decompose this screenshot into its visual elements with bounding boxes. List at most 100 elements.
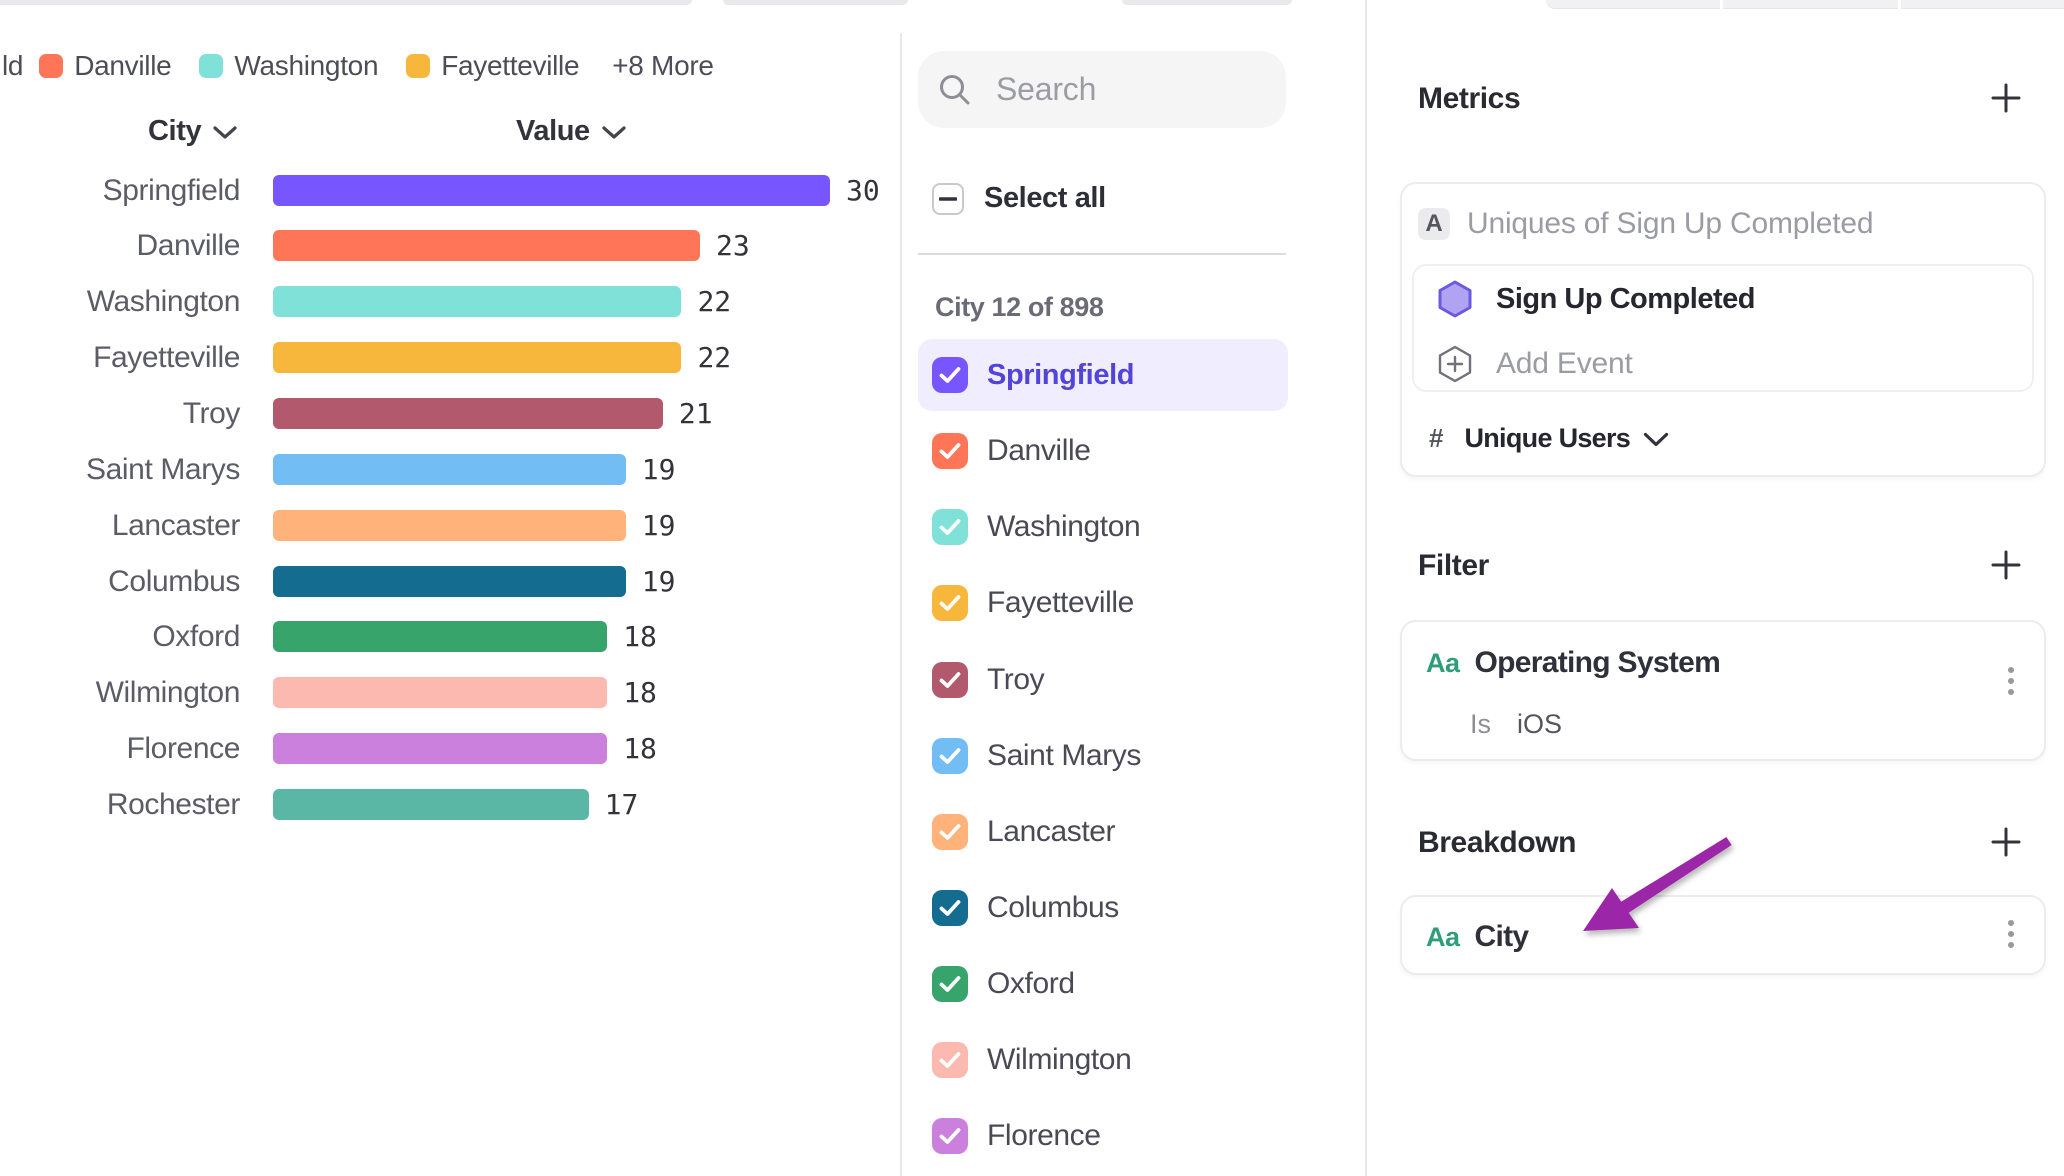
bar-value-label: 19 xyxy=(641,508,676,542)
chevron-down-icon xyxy=(1644,432,1669,447)
bar[interactable] xyxy=(273,342,682,374)
add-metric-button[interactable] xyxy=(1991,83,2021,113)
bar[interactable] xyxy=(273,509,626,541)
bar[interactable] xyxy=(273,733,608,765)
bar-value-label: 19 xyxy=(641,452,676,486)
select-all-checkbox-indeterminate[interactable] xyxy=(932,182,964,215)
measure-selector[interactable]: # Unique Users xyxy=(1429,421,1669,455)
city-label: Lancaster xyxy=(987,814,1116,848)
legend-item-truncated[interactable]: ld xyxy=(2,50,24,81)
bar[interactable] xyxy=(273,230,701,262)
breakdown-card[interactable]: Aa City xyxy=(1400,895,2046,975)
bar[interactable] xyxy=(273,565,626,597)
bar-value-label: 23 xyxy=(716,229,750,263)
add-filter-button[interactable] xyxy=(1991,550,2021,580)
bar[interactable] xyxy=(273,286,682,318)
check-icon xyxy=(939,671,961,688)
filter-property-row[interactable]: Aa Operating System xyxy=(1426,644,1721,682)
city-checkbox[interactable] xyxy=(932,509,968,546)
check-icon xyxy=(939,823,961,840)
list-item[interactable]: Wilmington xyxy=(918,1024,1288,1096)
list-item[interactable]: Lancaster xyxy=(918,796,1288,868)
metric-summary-label: Uniques of Sign Up Completed xyxy=(1467,207,1874,240)
city-checkbox[interactable] xyxy=(932,433,968,470)
metrics-heading: Metrics xyxy=(1418,82,1521,115)
segment-divider xyxy=(1898,0,1901,9)
event-row[interactable]: Sign Up Completed xyxy=(1436,280,1755,318)
city-checkbox[interactable] xyxy=(932,813,968,850)
legend-label: Danville xyxy=(74,50,172,81)
filter-heading: Filter xyxy=(1418,549,1489,582)
bar[interactable] xyxy=(273,788,589,820)
bar[interactable] xyxy=(273,397,663,429)
add-event-row[interactable]: Add Event xyxy=(1436,345,1633,383)
list-item[interactable]: Danville xyxy=(918,415,1288,487)
city-label: Washington xyxy=(987,510,1141,544)
city-checkbox[interactable] xyxy=(932,966,968,1003)
legend-swatch xyxy=(406,54,431,78)
bar[interactable] xyxy=(273,677,608,709)
column-header-city[interactable]: City xyxy=(148,115,237,147)
list-item[interactable]: Troy xyxy=(918,644,1288,716)
city-checkbox[interactable] xyxy=(932,737,968,774)
legend-item[interactable]: Washington xyxy=(199,50,379,82)
legend-label: Washington xyxy=(234,50,379,81)
metric-card[interactable]: A Uniques of Sign Up Completed Sign Up C… xyxy=(1400,182,2046,477)
city-checkbox[interactable] xyxy=(932,889,968,926)
list-item[interactable]: Florence xyxy=(918,1100,1288,1172)
chart-category-label: Saint Marys xyxy=(86,452,240,486)
legend-item[interactable]: Danville xyxy=(39,50,172,82)
bar[interactable] xyxy=(273,621,608,653)
bar-value-label: 17 xyxy=(604,787,639,821)
legend-item[interactable]: Fayetteville xyxy=(406,50,580,82)
breakdown-property-row[interactable]: Aa City xyxy=(1426,918,1530,956)
check-icon xyxy=(939,443,961,460)
search-icon xyxy=(940,74,970,104)
check-icon xyxy=(939,595,961,612)
breakdown-kebab-menu[interactable] xyxy=(2008,917,2014,950)
list-item[interactable]: Washington xyxy=(918,491,1288,563)
city-label: Wilmington xyxy=(987,1043,1132,1077)
list-divider xyxy=(918,253,1286,255)
column-header-value[interactable]: Value xyxy=(516,115,626,147)
city-label: Saint Marys xyxy=(987,738,1141,772)
city-checkbox[interactable] xyxy=(932,585,968,622)
bar-value-label: 22 xyxy=(697,285,732,319)
bar-value-label: 18 xyxy=(623,732,657,766)
city-checkbox[interactable] xyxy=(932,1118,968,1155)
list-item[interactable]: Oxford xyxy=(918,948,1288,1020)
list-item[interactable]: Fayetteville xyxy=(918,567,1288,639)
filter-operator-row[interactable]: Is iOS xyxy=(1470,708,1562,740)
bar-value-label: 19 xyxy=(641,564,676,598)
list-item[interactable]: Saint Marys xyxy=(918,720,1288,792)
select-all-row[interactable]: Select all xyxy=(918,182,1106,215)
list-item[interactable]: Columbus xyxy=(918,872,1288,944)
chart-category-label: Rochester xyxy=(106,787,241,821)
chart-category-label: Columbus xyxy=(108,564,240,598)
select-all-label: Select all xyxy=(984,182,1106,214)
legend-more-button[interactable]: +8 More xyxy=(612,50,714,81)
filter-kebab-menu[interactable] xyxy=(2008,664,2014,697)
add-breakdown-button[interactable] xyxy=(1991,827,2021,857)
city-label: Fayetteville xyxy=(987,586,1134,620)
cutoff-toolbar-fragment xyxy=(0,0,692,5)
city-label: Florence xyxy=(987,1119,1101,1153)
minus-icon xyxy=(939,196,957,201)
city-checkbox[interactable] xyxy=(932,357,968,393)
hash-icon: # xyxy=(1429,422,1444,453)
city-checkbox[interactable] xyxy=(932,661,968,698)
list-count-label: City 12 of 898 xyxy=(935,292,1104,322)
city-checkbox[interactable] xyxy=(932,1042,968,1079)
bar[interactable] xyxy=(273,453,626,485)
filter-card[interactable]: Aa Operating System Is iOS xyxy=(1400,620,2046,761)
filter-value: iOS xyxy=(1517,708,1563,739)
list-item[interactable]: Springfield xyxy=(918,339,1288,411)
check-icon xyxy=(939,900,961,916)
cutoff-toolbar-fragment xyxy=(1122,0,1292,5)
breakdown-property-name: City xyxy=(1474,920,1530,953)
segment-divider xyxy=(1720,0,1723,9)
search-input[interactable]: Search xyxy=(918,51,1286,128)
chart-category-label: Troy xyxy=(182,396,241,430)
bar[interactable] xyxy=(273,174,830,206)
event-name: Sign Up Completed xyxy=(1496,282,1755,315)
